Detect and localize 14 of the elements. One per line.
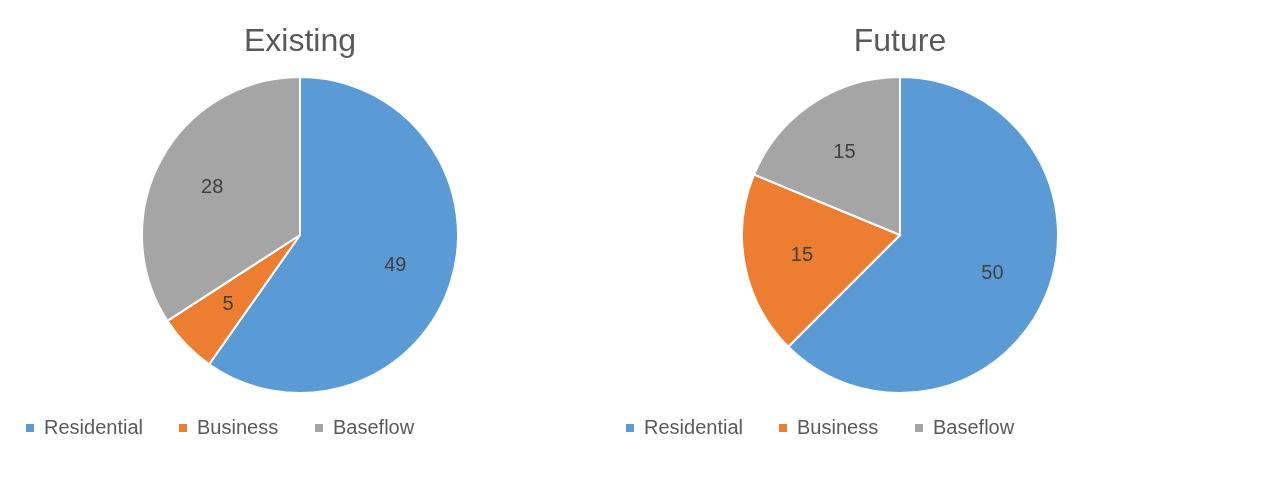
legend-label: Residential <box>644 416 743 438</box>
data-label: 15 <box>790 242 814 265</box>
chart-title: Future <box>853 22 947 58</box>
data-label: 15 <box>833 139 856 162</box>
data-label: 28 <box>201 175 224 198</box>
legend-label: Business <box>797 416 879 438</box>
legend-label: Baseflow <box>933 416 1015 438</box>
data-label: 50 <box>981 261 1004 284</box>
legend-label: Business <box>197 416 279 438</box>
data-label: 49 <box>384 253 407 276</box>
chart-title: Existing <box>243 22 357 58</box>
data-label: 5 <box>222 292 234 315</box>
legend-label: Residential <box>44 416 143 438</box>
legend-label: Baseflow <box>333 416 415 438</box>
